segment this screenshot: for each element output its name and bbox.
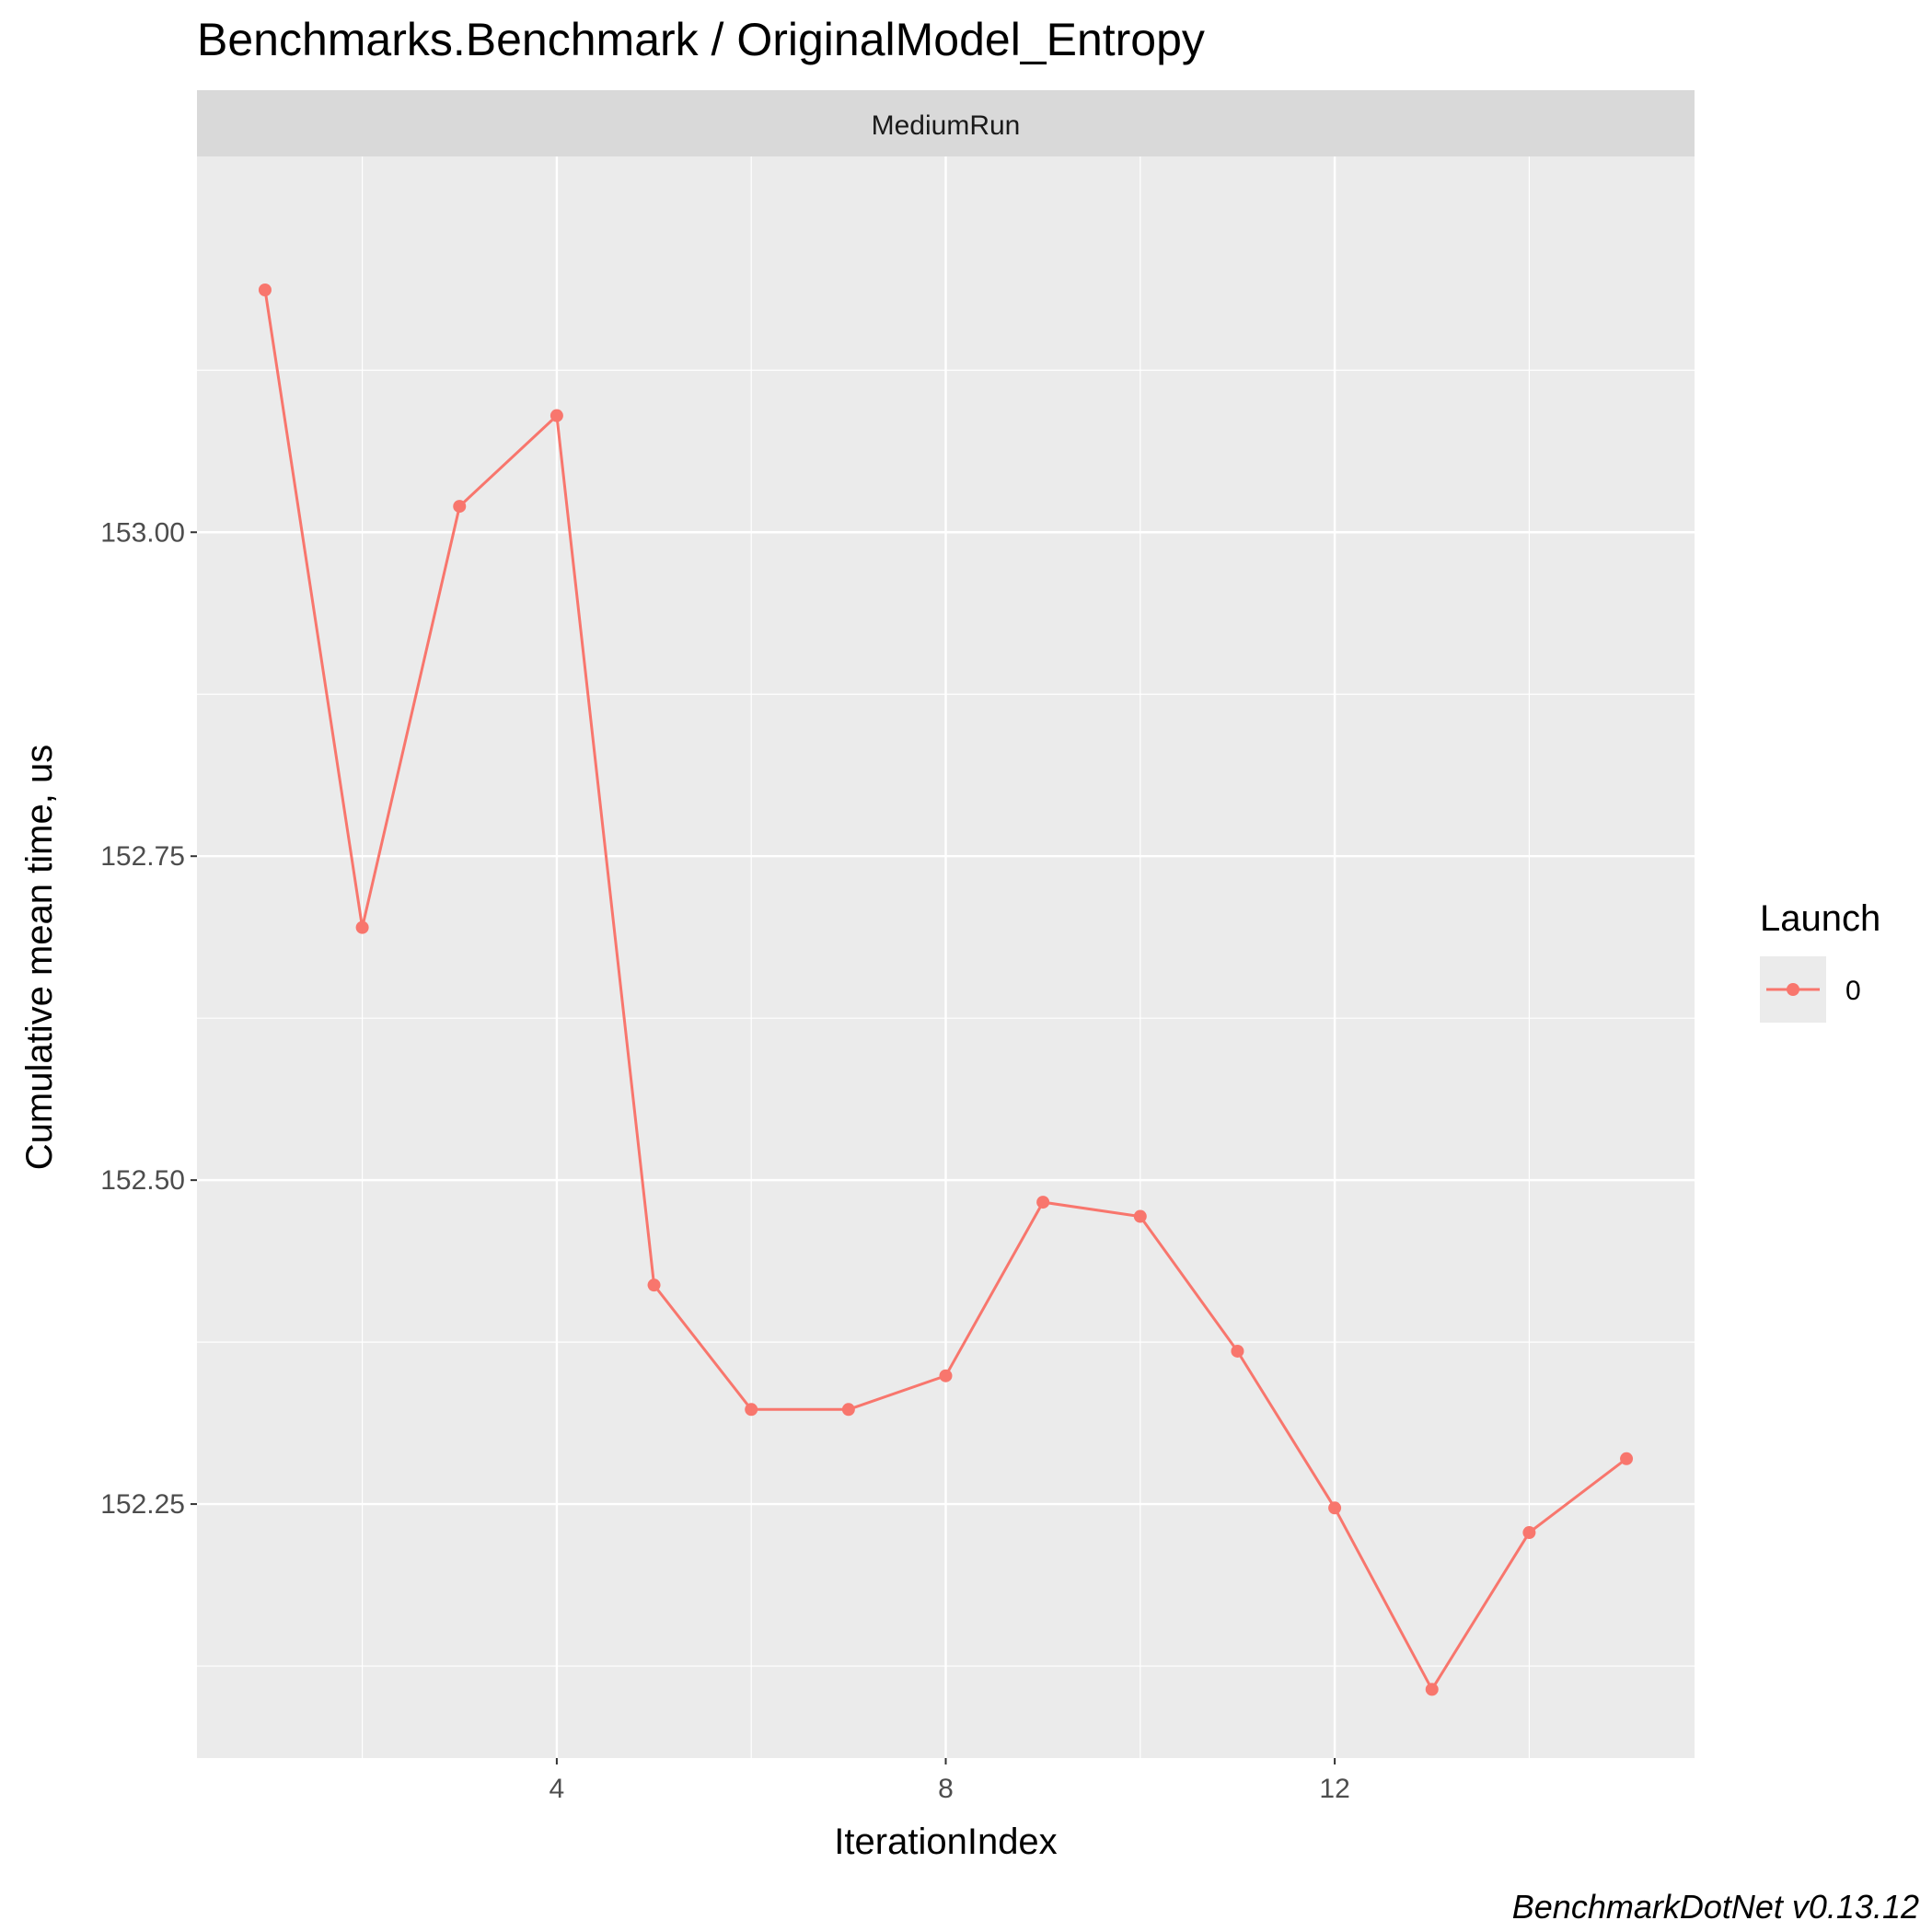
- chart-title: Benchmarks.Benchmark / OriginalModel_Ent…: [197, 14, 1205, 65]
- facet-label: MediumRun: [872, 110, 1021, 141]
- major-gridlines: [197, 156, 1695, 1758]
- data-point: [355, 920, 369, 934]
- caption: BenchmarkDotNet v0.13.12: [1512, 1888, 1919, 1926]
- data-point: [1522, 1526, 1536, 1540]
- y-axis-title: Cumulative mean time, us: [19, 745, 60, 1170]
- legend: Launch 0: [1760, 898, 1880, 1023]
- data-point: [1231, 1344, 1244, 1358]
- legend-label: 0: [1845, 976, 1861, 1006]
- legend-key-point: [1787, 983, 1799, 996]
- y-tick-label: 152.50: [100, 1165, 185, 1196]
- data-point: [1425, 1683, 1439, 1696]
- x-axis-title: IterationIndex: [834, 1822, 1057, 1862]
- data-point: [647, 1278, 661, 1292]
- x-tick-label: 8: [938, 1774, 954, 1804]
- y-axis: 152.25 152.50 152.75 153.00: [100, 517, 197, 1520]
- data-point: [550, 409, 563, 422]
- y-tick-label: 153.00: [100, 517, 185, 548]
- data-point: [939, 1369, 953, 1382]
- y-tick-label: 152.25: [100, 1489, 185, 1520]
- facet-strip: [197, 90, 1695, 156]
- x-tick-label: 12: [1319, 1774, 1349, 1804]
- data-point: [453, 500, 467, 514]
- x-tick-label: 4: [550, 1774, 565, 1804]
- data-point: [1620, 1452, 1634, 1465]
- data-point: [1133, 1209, 1147, 1223]
- series-layer: [258, 283, 1634, 1696]
- data-point: [1328, 1501, 1342, 1515]
- y-tick-label: 152.75: [100, 841, 185, 872]
- x-axis: 4 8 12: [550, 1758, 1350, 1804]
- legend-title: Launch: [1760, 898, 1880, 939]
- data-point: [841, 1403, 855, 1417]
- data-point: [258, 283, 272, 296]
- data-point: [1036, 1196, 1050, 1209]
- data-point: [745, 1403, 758, 1417]
